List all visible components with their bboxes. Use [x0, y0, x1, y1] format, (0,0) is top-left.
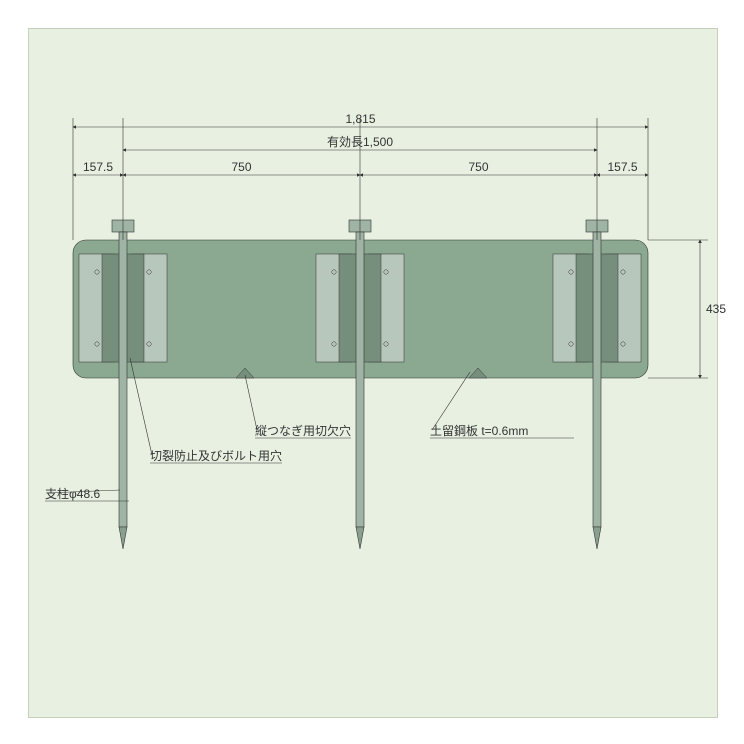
callout-label: 切裂防止及びボルト用穴 — [150, 448, 282, 463]
post-body — [356, 232, 364, 527]
dimension-label: 有効長1,500 — [327, 134, 393, 149]
post-tip — [119, 527, 127, 549]
post-body — [119, 232, 127, 527]
callout-label: 支柱φ48.6 — [45, 486, 100, 501]
callout-label: 土留鋼板 t=0.6mm — [430, 424, 528, 438]
leader-line — [245, 375, 257, 430]
dimension-label: 750 — [468, 160, 488, 174]
post-body — [593, 232, 601, 527]
post-tip — [356, 527, 364, 549]
dimension-label: 157.5 — [83, 160, 113, 174]
callout-label: 縦つなぎ用切欠穴 — [255, 423, 351, 438]
dimension-label: 750 — [231, 160, 251, 174]
dimension-label: 157.5 — [607, 160, 637, 174]
dimension-label: 435 — [706, 302, 726, 316]
leader-line — [432, 372, 470, 430]
post-tip — [593, 527, 601, 549]
dimension-label: 1,815 — [345, 112, 375, 126]
